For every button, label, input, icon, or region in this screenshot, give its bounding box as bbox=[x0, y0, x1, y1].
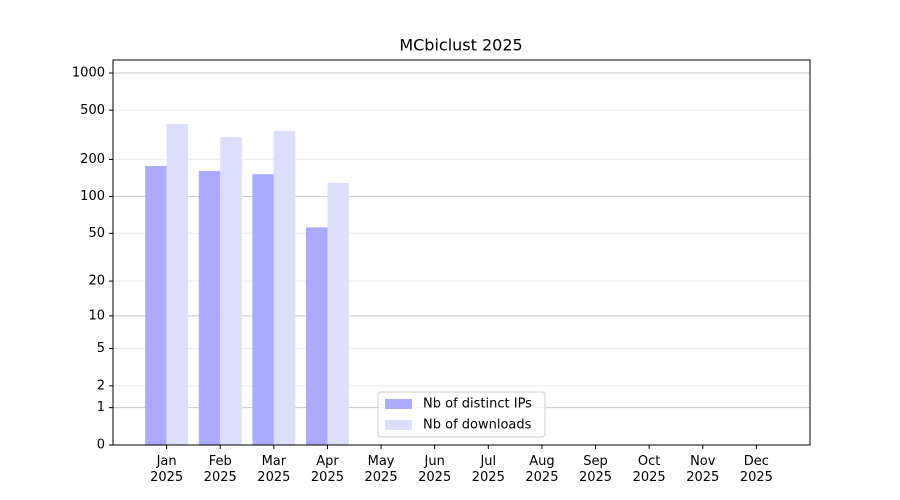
y-tick-label: 500 bbox=[80, 103, 105, 118]
x-tick-label: Aug 2025 bbox=[525, 454, 558, 485]
bar bbox=[327, 182, 349, 446]
legend-label: Nb of distinct IPs bbox=[423, 397, 532, 412]
bar bbox=[220, 136, 242, 446]
x-tick-label: Oct 2025 bbox=[633, 454, 666, 485]
y-tick-label: 200 bbox=[80, 152, 105, 167]
y-tick-label: 1 bbox=[97, 400, 105, 415]
y-tick-label: 5 bbox=[97, 341, 105, 356]
bar bbox=[273, 130, 296, 445]
bar bbox=[252, 174, 274, 445]
x-tick-label: Dec 2025 bbox=[740, 454, 773, 485]
legend-label: Nb of downloads bbox=[423, 418, 532, 433]
x-tick-label: Jan 2025 bbox=[150, 454, 183, 485]
y-tick-label: 100 bbox=[80, 189, 105, 204]
x-tick-label: Jun 2025 bbox=[418, 454, 451, 485]
x-tick-label: Apr 2025 bbox=[311, 454, 344, 485]
y-tick-label: 1000 bbox=[72, 65, 105, 80]
y-tick-label: 50 bbox=[88, 226, 105, 241]
plot-frame bbox=[112, 59, 811, 446]
x-tick-label: Nov 2025 bbox=[686, 454, 719, 485]
legend-swatch bbox=[385, 420, 412, 430]
y-tick-label: 2 bbox=[97, 378, 105, 393]
y-tick-label: 20 bbox=[88, 274, 105, 289]
x-tick-label: Mar 2025 bbox=[257, 454, 290, 485]
legend-box bbox=[377, 391, 546, 438]
x-tick-label: Sep 2025 bbox=[579, 454, 612, 485]
bar bbox=[306, 227, 328, 445]
y-tick-label: 0 bbox=[97, 438, 105, 453]
x-tick-label: Feb 2025 bbox=[204, 454, 237, 485]
bar bbox=[198, 171, 221, 445]
x-tick-label: May 2025 bbox=[365, 454, 398, 485]
y-tick-label: 10 bbox=[88, 308, 105, 323]
bar bbox=[166, 124, 189, 446]
bar bbox=[145, 165, 167, 445]
chart-title: MCbiclust 2025 bbox=[399, 36, 522, 55]
x-tick-label: Jul 2025 bbox=[472, 454, 505, 485]
legend-swatch bbox=[385, 399, 412, 409]
